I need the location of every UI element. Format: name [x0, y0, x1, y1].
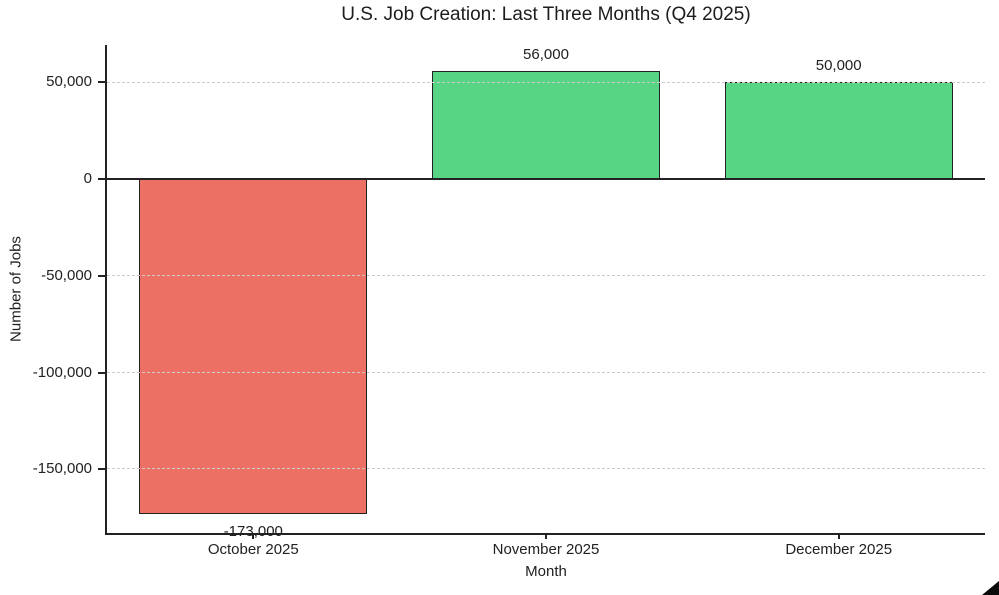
x-tick-mark [252, 533, 255, 539]
y-tick-label: -150,000 [32, 460, 92, 478]
y-tick-label: -100,000 [32, 363, 92, 381]
plot-area: -173,000 56,000 50,000 [105, 45, 985, 540]
bar-value-label: 56,000 [523, 45, 569, 63]
x-tick-label: October 2025 [207, 541, 299, 558]
y-tick-mark [98, 178, 105, 180]
y-tick-label: -50,000 [41, 266, 92, 284]
chart-title: U.S. Job Creation: Last Three Months (Q4… [341, 4, 751, 25]
x-axis-label: Month [525, 563, 567, 580]
y-axis-label: Number of Jobs [7, 236, 25, 342]
bar-value-label: 50,000 [815, 57, 862, 75]
x-tick-mark [837, 533, 840, 539]
bar-november-2025 [431, 70, 661, 179]
zero-line [107, 178, 985, 180]
bar-october-2025 [139, 179, 368, 514]
y-axis-spine [105, 45, 107, 533]
y-tick-label: 0 [83, 170, 92, 187]
y-tick-label: 50,000 [46, 73, 92, 91]
bar-value-label: -173,000 [223, 522, 283, 540]
y-tick-mark [98, 81, 105, 84]
bar-december-2025 [724, 82, 953, 179]
x-tick-label: November 2025 [492, 541, 600, 558]
x-tick-label: December 2025 [785, 541, 893, 558]
corner-triangle-icon [982, 581, 999, 595]
y-tick-mark [98, 371, 105, 374]
y-tick-mark [98, 468, 105, 471]
x-tick-mark [545, 533, 547, 539]
y-tick-mark [98, 274, 105, 277]
